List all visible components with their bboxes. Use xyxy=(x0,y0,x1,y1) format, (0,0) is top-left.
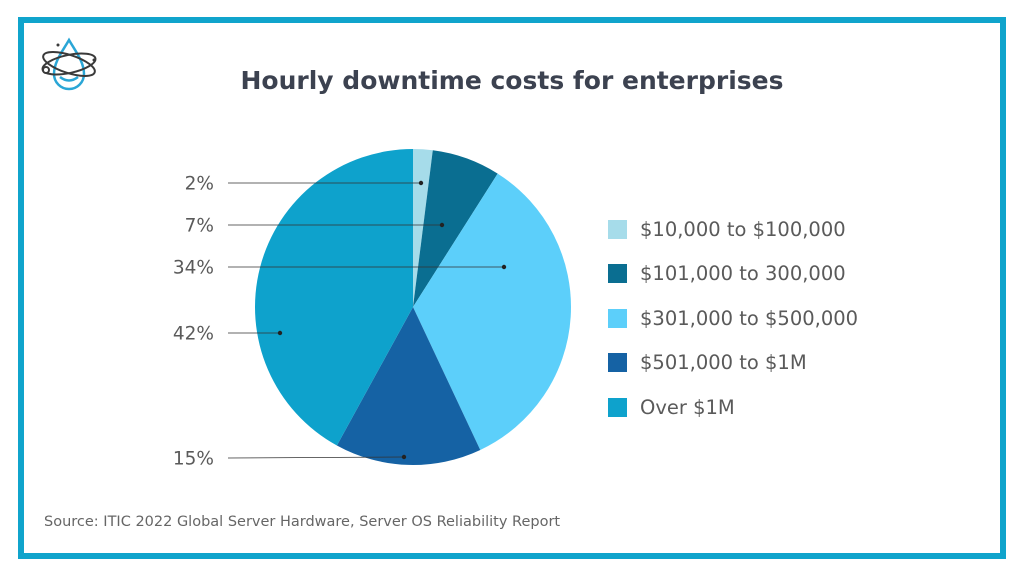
pie-labels: 2% 7% 34% 15% 42% xyxy=(173,174,507,470)
legend-label: Over $1M xyxy=(640,395,735,419)
legend-swatch xyxy=(608,264,627,284)
legend-label: $301,000 to $500,000 xyxy=(640,306,859,330)
legend-item: Over $1M xyxy=(608,385,858,430)
legend-item: $301,000 to $500,000 xyxy=(608,296,858,341)
legend-swatch xyxy=(608,353,627,373)
pie-slice xyxy=(413,150,498,307)
leader-dot xyxy=(439,222,445,228)
logo-icon xyxy=(41,37,97,91)
legend-item: $501,000 to $1M xyxy=(608,341,858,386)
leader-dot xyxy=(418,180,424,186)
legend-swatch xyxy=(608,308,627,328)
pie-slice xyxy=(336,307,481,465)
data-label: 42% xyxy=(173,324,214,345)
legend-swatch xyxy=(608,397,627,417)
legend-item: $101,000 to 300,000 xyxy=(608,252,858,297)
leader-dot xyxy=(277,330,283,336)
legend-label: $101,000 to 300,000 xyxy=(640,262,846,286)
data-label: 34% xyxy=(173,258,214,279)
pie xyxy=(255,149,571,465)
leader-dot xyxy=(401,454,407,460)
data-label: 2% xyxy=(185,174,214,195)
legend-swatch xyxy=(608,219,627,239)
legend-label: $501,000 to $1M xyxy=(640,351,807,375)
data-label: 7% xyxy=(185,216,214,237)
chart-title: Hourly downtime costs for enterprises xyxy=(240,66,784,95)
legend-label: $10,000 to $100,000 xyxy=(640,217,846,241)
data-label: 15% xyxy=(173,449,214,470)
pie-slice xyxy=(413,149,433,307)
source-note: Source: ITIC 2022 Global Server Hardware… xyxy=(44,514,561,530)
pie-slice xyxy=(413,173,571,450)
legend: $10,000 to $100,000 $101,000 to 300,000 $3… xyxy=(608,207,858,430)
pie-slice xyxy=(255,149,413,446)
leader-dot xyxy=(501,264,507,270)
legend-item: $10,000 to $100,000 xyxy=(608,207,858,252)
leader-line xyxy=(227,456,405,459)
